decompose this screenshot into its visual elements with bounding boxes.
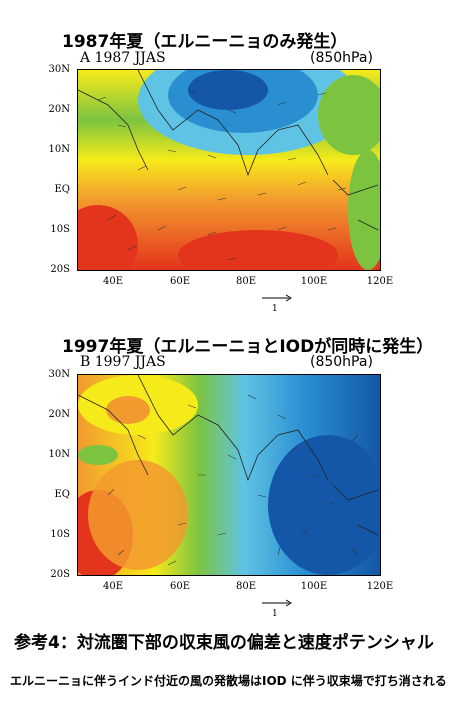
panel-a-title: 1987年夏（エルニーニョのみ発生） (62, 32, 348, 52)
panel-b-xtick: 120E (366, 581, 394, 592)
reference-arrow-icon (262, 294, 292, 302)
panel-b-xtick: 100E (300, 581, 328, 592)
panel-a-xtick: 80E (235, 276, 257, 287)
panel-a-label: A 1987 JJAS (80, 50, 166, 66)
panel-b-map (77, 374, 381, 576)
panel-a-reference-value: 1 (272, 304, 278, 314)
panel-b-xtick: 40E (102, 581, 124, 592)
panel-b-field (78, 375, 380, 575)
panel-a-map (77, 69, 381, 271)
panel-a-ytick: EQ (54, 184, 71, 195)
panel-b-ytick: 30N (48, 369, 70, 380)
figure-note: エルニーニョに伴うインド付近の風の発散場はIOD に伴う収束場で打ち消される (10, 674, 447, 688)
panel-b-reference-value: 1 (272, 609, 278, 619)
panel-b-ytick: EQ (54, 489, 71, 500)
panel-b-ytick: 10S (50, 529, 70, 540)
reference-arrow-icon (262, 599, 292, 607)
panel-b-xtick: 80E (235, 581, 257, 592)
panel-a-pressure: (850hPa) (310, 50, 373, 66)
panel-b-pressure: (850hPa) (310, 354, 373, 370)
panel-b-ytick: 10N (48, 449, 70, 460)
panel-a-ytick: 20N (48, 104, 70, 115)
panel-a-ytick: 10S (50, 224, 70, 235)
panel-a-xtick: 40E (102, 276, 124, 287)
panel-b-label: B 1997 JJAS (80, 354, 166, 370)
panel-a-ytick: 30N (48, 64, 70, 75)
panel-a-xtick: 60E (169, 276, 191, 287)
panel-a-xtick: 100E (300, 276, 328, 287)
panel-b-xtick: 60E (169, 581, 191, 592)
panel-a-ytick: 10N (48, 144, 70, 155)
figure-caption: 参考4：対流圏下部の収束風の偏差と速度ポテンシャル (14, 633, 434, 653)
panel-a-field (78, 70, 380, 270)
panel-a-ytick: 20S (50, 264, 70, 275)
panel-b-ytick: 20N (48, 409, 70, 420)
panel-b-title: 1997年夏（エルニーニョとIODが同時に発生） (62, 337, 434, 357)
panel-b-ytick: 20S (50, 569, 70, 580)
panel-a-xtick: 120E (366, 276, 394, 287)
